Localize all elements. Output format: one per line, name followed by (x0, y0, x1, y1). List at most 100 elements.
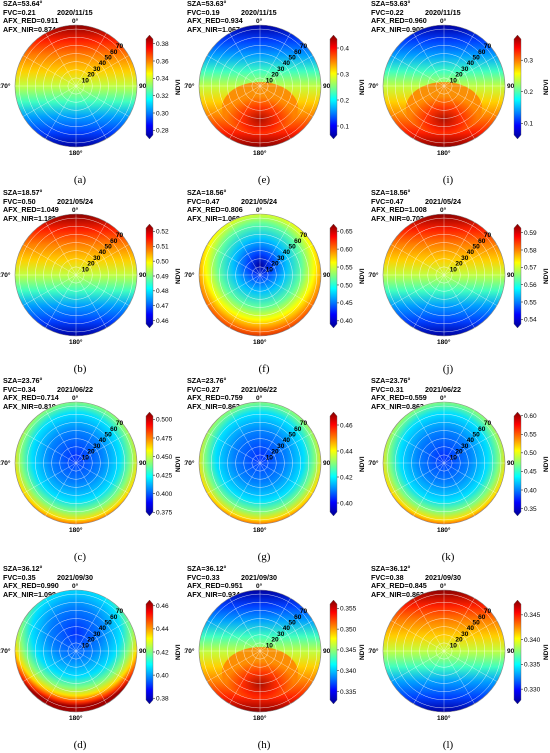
colorbar-tick-label: 0.40 (156, 672, 169, 679)
zenith-label: 20 (455, 449, 463, 456)
colorbar-tick-label: 0.44 (156, 626, 169, 633)
azimuth-spoke (443, 55, 497, 87)
colorbar-tick-label: 0.56 (524, 282, 537, 289)
panel-metadata: SZA=18.56° FVC=0.47 AFX_RED=0.806 AFX_NIR=1… (187, 188, 243, 223)
colorbar-label: NDVI (359, 268, 366, 284)
colorbar (145, 223, 154, 329)
colorbar-tick-label: 0.475 (156, 435, 173, 442)
zenith-label: 70 (116, 420, 124, 427)
zenith-label: 20 (271, 637, 279, 644)
azimuth-label: 270° (184, 647, 195, 655)
panel-metadata: SZA=18.56° FVC=0.47 AFX_RED=1.008 AFX_NIR=0… (371, 188, 427, 223)
colorbar-tick-label: 0.340 (340, 668, 357, 675)
azimuth-label: 180° (253, 526, 267, 534)
zenith-label: 30 (93, 66, 101, 73)
azimuth-label: 0° (440, 17, 447, 25)
metadata-afx-nir: AFX_NIR=0.819 (3, 401, 56, 411)
azimuth-spoke (259, 274, 313, 306)
metadata-sza: SZA=53.63° (187, 0, 227, 8)
zenith-label: 70 (300, 420, 308, 427)
colorbar-tick-label: 0.48 (156, 288, 169, 295)
metadata-afx-red: AFX_RED=0.934 (187, 16, 243, 26)
zenith-label: 20 (271, 72, 279, 79)
colorbar-tick-label: 0.51 (156, 244, 169, 251)
colorbar-tick-label: 0.34 (156, 76, 169, 83)
panel-date: 2020/11/15 (425, 8, 461, 17)
zenith-label: 30 (93, 631, 101, 638)
azimuth-spoke (259, 620, 313, 652)
panel-caption: (c) (73, 551, 87, 563)
zenith-label: 40 (99, 625, 107, 632)
colorbar-tick-label: 0.54 (524, 317, 537, 324)
azimuth-label: 270° (368, 82, 379, 90)
azimuth-spoke (443, 598, 475, 652)
zenith-label: 30 (277, 631, 285, 638)
colorbar-tick-label: 0.58 (524, 247, 537, 254)
metadata-fvc: FVC=0.38 (371, 572, 404, 582)
azimuth-spoke (207, 85, 261, 117)
colorbar (145, 599, 154, 705)
zenith-label: 30 (277, 443, 285, 450)
azimuth-spoke (443, 650, 475, 704)
azimuth-spoke (229, 222, 261, 276)
azimuth-spoke (229, 410, 261, 464)
azimuth-spoke (45, 598, 77, 652)
panel-caption: (g) (257, 551, 271, 563)
azimuth-spoke (413, 274, 445, 328)
azimuth-spoke (443, 410, 475, 464)
panel-metadata: SZA=53.63° FVC=0.22 AFX_RED=0.960 AFX_NIR=0… (371, 0, 427, 34)
colorbar-tick-label: 0.345 (340, 647, 357, 654)
metadata-fvc: FVC=0.27 (187, 384, 220, 394)
metadata-afx-nir: AFX_NIR=1.068 (187, 213, 240, 223)
azimuth-spoke (259, 432, 313, 464)
colorbar-tick-label: 0.50 (524, 450, 537, 457)
azimuth-spoke (259, 410, 291, 464)
azimuth-spoke (75, 598, 107, 652)
colorbar-tick-label: 0.350 (340, 626, 357, 633)
zenith-label: 20 (87, 72, 95, 79)
zenith-label: 20 (455, 72, 463, 79)
metadata-afx-nir: AFX_NIR=1.188 (3, 213, 56, 223)
zenith-label: 50 (288, 620, 296, 627)
metadata-fvc: FVC=0.50 (3, 196, 36, 206)
zenith-label: 40 (99, 60, 107, 67)
colorbar-tick-label: 0.1 (524, 121, 533, 128)
azimuth-label: 270° (184, 82, 195, 90)
azimuth-label: 90° (507, 271, 517, 279)
zenith-label: 40 (467, 60, 475, 67)
azimuth-label: 90° (507, 82, 517, 90)
metadata-afx-red: AFX_RED=0.990 (3, 581, 59, 591)
zenith-label: 10 (266, 77, 274, 84)
colorbar-tick-label: 0.2 (524, 89, 533, 96)
zenith-label: 10 (266, 454, 274, 461)
zenith-label: 60 (110, 426, 118, 433)
metadata-fvc: FVC=0.31 (371, 384, 404, 394)
azimuth-spoke (23, 650, 77, 682)
chart-panel-k: SZA=23.76° FVC=0.31 AFX_RED=0.559 AFX_NIR=0… (368, 376, 550, 565)
panel-caption: (l) (442, 739, 454, 751)
azimuth-spoke (443, 222, 475, 276)
colorbar-tick-label: 0.47 (156, 303, 169, 310)
zenith-label: 60 (478, 49, 486, 56)
zenith-label: 20 (271, 261, 279, 268)
metadata-sza: SZA=23.76° (371, 376, 411, 385)
azimuth-label: 90° (323, 647, 333, 655)
azimuth-spoke (75, 462, 107, 516)
colorbar-tick-label: 0.45 (524, 469, 537, 476)
azimuth-spoke (45, 410, 77, 464)
zenith-label: 50 (288, 432, 296, 439)
colorbar (513, 599, 522, 705)
panel-date: 2021/09/30 (57, 573, 93, 582)
azimuth-spoke (75, 650, 107, 704)
azimuth-spoke (207, 244, 261, 276)
colorbar-tick-label: 0.1 (340, 123, 349, 130)
metadata-afx-red: AFX_RED=0.911 (3, 16, 59, 26)
azimuth-spoke (391, 462, 445, 494)
zenith-label: 50 (472, 244, 480, 251)
panel-date: 2021/06/22 (57, 385, 93, 394)
azimuth-spoke (23, 55, 77, 87)
azimuth-label: 180° (69, 338, 83, 346)
azimuth-spoke (259, 222, 291, 276)
zenith-label: 20 (87, 449, 95, 456)
